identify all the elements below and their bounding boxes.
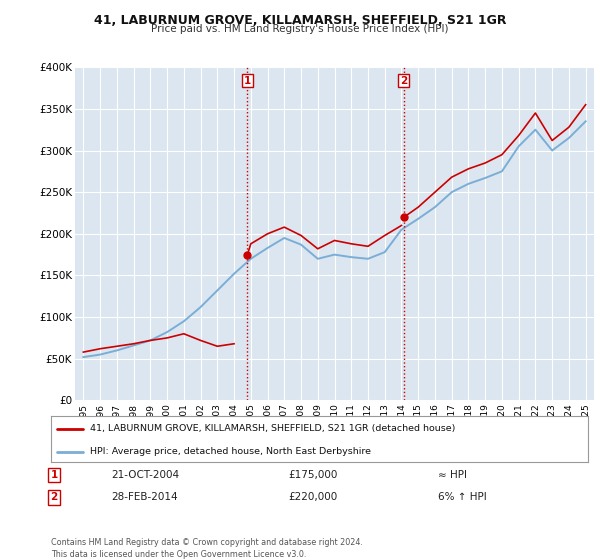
Text: 41, LABURNUM GROVE, KILLAMARSH, SHEFFIELD, S21 1GR (detached house): 41, LABURNUM GROVE, KILLAMARSH, SHEFFIEL… [89,424,455,433]
Text: Contains HM Land Registry data © Crown copyright and database right 2024.
This d: Contains HM Land Registry data © Crown c… [51,538,363,559]
Text: £175,000: £175,000 [288,470,337,480]
Text: Price paid vs. HM Land Registry's House Price Index (HPI): Price paid vs. HM Land Registry's House … [151,24,449,34]
Text: 1: 1 [244,76,251,86]
Text: 2: 2 [400,76,407,86]
Text: 21-OCT-2004: 21-OCT-2004 [111,470,179,480]
Text: ≈ HPI: ≈ HPI [438,470,467,480]
Text: 41, LABURNUM GROVE, KILLAMARSH, SHEFFIELD, S21 1GR: 41, LABURNUM GROVE, KILLAMARSH, SHEFFIEL… [94,14,506,27]
Text: 1: 1 [50,470,58,480]
Text: 28-FEB-2014: 28-FEB-2014 [111,492,178,502]
Text: HPI: Average price, detached house, North East Derbyshire: HPI: Average price, detached house, Nort… [89,447,371,456]
Text: 2: 2 [50,492,58,502]
Text: £220,000: £220,000 [288,492,337,502]
Text: 6% ↑ HPI: 6% ↑ HPI [438,492,487,502]
